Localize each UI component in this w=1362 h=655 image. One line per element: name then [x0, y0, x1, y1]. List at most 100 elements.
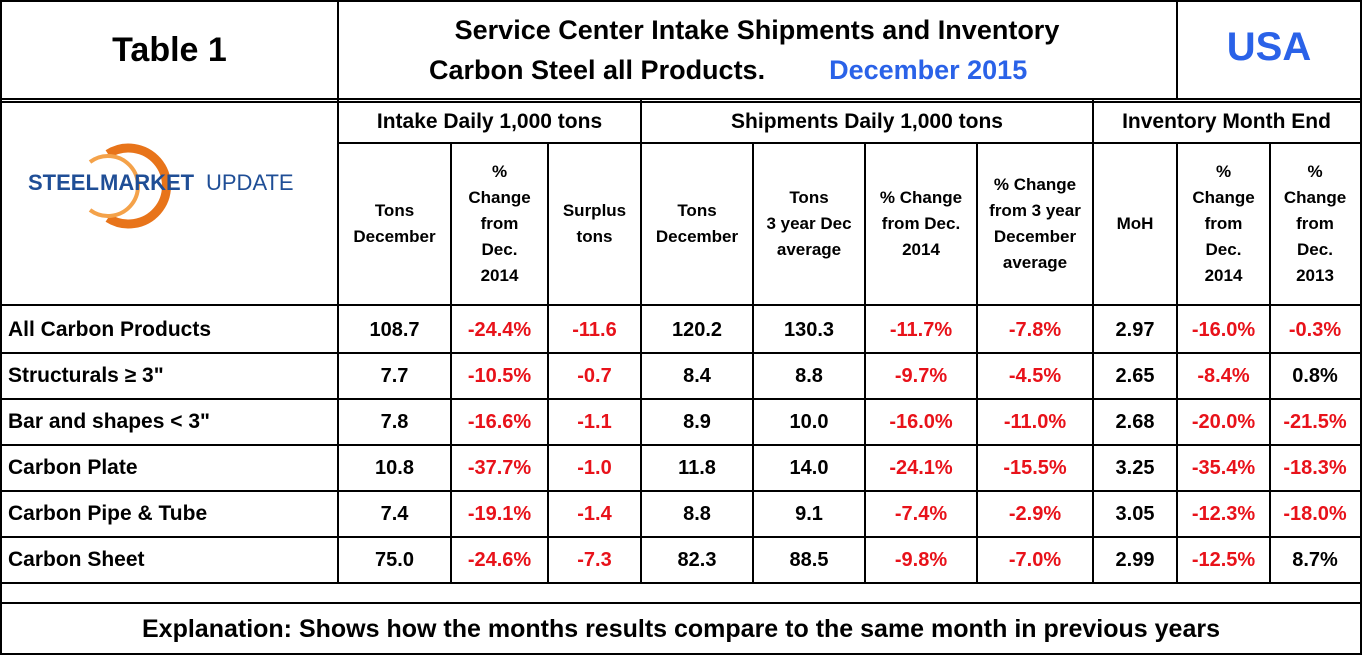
table-cell: 7.8	[380, 410, 409, 433]
grid-line	[338, 142, 1362, 144]
table-cell: 120.2	[671, 318, 723, 341]
column-header-line: %	[1215, 162, 1232, 181]
row-label: All Carbon Products	[8, 318, 212, 341]
group-header-inventory: Inventory Month End	[1122, 110, 1331, 133]
grid-line	[1092, 100, 1094, 582]
column-header-line: 2014	[902, 240, 940, 259]
table-cell: -7.4%	[894, 502, 948, 525]
table-cell: -12.5%	[1191, 548, 1256, 571]
table-cell: -12.3%	[1191, 502, 1256, 525]
table-cell: -7.0%	[1008, 548, 1062, 571]
column-header-line: Dec.	[481, 240, 518, 259]
table-cell: 9.1	[795, 502, 823, 525]
table-cell: 7.4	[380, 502, 409, 525]
grid-line	[0, 653, 1362, 655]
table-cell: -1.0	[577, 456, 612, 479]
table-cell: -4.5%	[1008, 364, 1062, 387]
column-header-line: %	[491, 162, 508, 181]
table-cell: -18.0%	[1283, 502, 1347, 525]
svg-text:STEEL: STEEL	[28, 170, 99, 195]
column-header: % Change from Dec. 2014	[1177, 144, 1270, 304]
svg-text:MARKET: MARKET	[100, 170, 195, 195]
table-cell: -0.7	[577, 364, 612, 387]
table-cell: -16.6%	[467, 410, 532, 433]
grid-line	[337, 100, 339, 582]
table-cell: 2.97	[1115, 318, 1155, 341]
table-cell: 2.65	[1115, 364, 1155, 387]
column-header-line: Change	[1192, 188, 1255, 207]
table-cell: -11.7%	[889, 318, 953, 341]
title-text: Carbon Steel all Products.	[429, 54, 766, 85]
table-cell: 10.0	[789, 410, 829, 433]
table-cell: -2.9%	[1008, 502, 1062, 525]
table-cell: 8.8	[795, 364, 823, 387]
explanation-text: Explanation: Shows how the months result…	[142, 614, 1220, 643]
grid-line	[0, 0, 2, 655]
grid-line	[0, 602, 1362, 604]
column-header-line: tons	[576, 227, 613, 246]
table-cell: 3.25	[1115, 456, 1155, 479]
grid-line	[752, 142, 754, 582]
column-header-line: from	[480, 214, 519, 233]
table-cell: -15.5%	[1003, 456, 1067, 479]
grid-line	[0, 352, 1362, 354]
grid-line	[1269, 142, 1271, 582]
page-title-line1: Service Center Intake Shipments and Inve…	[454, 14, 1060, 45]
table-cell: -19.1%	[467, 502, 532, 525]
column-header-line: 2014	[480, 266, 519, 285]
column-header-line: MoH	[1116, 214, 1154, 233]
column-header-line: Tons	[677, 201, 717, 220]
column-header: % Change from Dec. 2014	[865, 144, 977, 304]
table-cell: 75.0	[375, 548, 414, 571]
column-header-line: % Change	[879, 188, 963, 207]
table-cell: 3.05	[1115, 502, 1155, 525]
table-cell: 88.5	[789, 548, 829, 571]
table-cell: 108.7	[369, 318, 420, 341]
table-cell: 8.7%	[1292, 548, 1338, 571]
table-cell: 130.3	[783, 318, 835, 341]
table-cell: -7.8%	[1008, 318, 1062, 341]
grid-line	[547, 142, 549, 582]
column-header-line: Dec.	[1205, 240, 1242, 259]
column-header-line: Tons	[789, 188, 829, 207]
grid-line	[0, 398, 1362, 400]
grid-line	[0, 536, 1362, 538]
column-header-line: %	[1307, 162, 1323, 181]
column-header-line: 3 year Dec	[766, 214, 852, 233]
table-cell: 8.4	[683, 364, 711, 387]
column-header-line: from Dec.	[881, 214, 961, 233]
table-cell: -18.3%	[1283, 456, 1347, 479]
column-header: % Change from Dec. 2014	[451, 144, 548, 304]
table-cell: -11.6	[572, 318, 617, 341]
table-cell: -24.1%	[889, 456, 953, 479]
column-header: MoH	[1093, 144, 1177, 304]
column-header: % Change from Dec. 2013	[1270, 144, 1360, 304]
column-header-line: Change	[468, 188, 531, 207]
column-header-line: Dec.	[1297, 240, 1333, 259]
grid-line	[0, 304, 1362, 306]
grid-line	[1176, 0, 1178, 99]
table-cell: -7.3	[577, 548, 612, 571]
table-cell: 10.8	[375, 456, 414, 479]
table-cell: 2.99	[1115, 548, 1155, 571]
table-cell: -24.6%	[467, 548, 532, 571]
column-header-line: from 3 year	[989, 201, 1081, 220]
column-header-line: Tons	[374, 201, 415, 220]
svg-text:UPDATE: UPDATE	[206, 170, 294, 195]
table-cell: 82.3	[677, 548, 717, 571]
column-header-line: average	[776, 240, 842, 259]
grid-line	[0, 0, 1362, 2]
table-cell: -1.4	[577, 502, 612, 525]
group-header-shipments: Shipments Daily 1,000 tons	[731, 110, 1003, 133]
table-cell: 2.68	[1115, 410, 1155, 433]
table-cell: 11.8	[678, 456, 716, 479]
column-header-line: December	[993, 227, 1077, 246]
column-header: Tons 3 year Dec average	[753, 144, 865, 304]
steel-market-update-logo: STEEL MARKET UPDATE	[20, 140, 320, 230]
grid-line	[0, 98, 1362, 100]
row-label: Carbon Pipe & Tube	[8, 502, 208, 525]
grid-line	[0, 444, 1362, 446]
grid-line	[0, 582, 1362, 584]
table-cell: -9.7%	[894, 364, 948, 387]
table-cell: -8.4%	[1197, 364, 1250, 387]
